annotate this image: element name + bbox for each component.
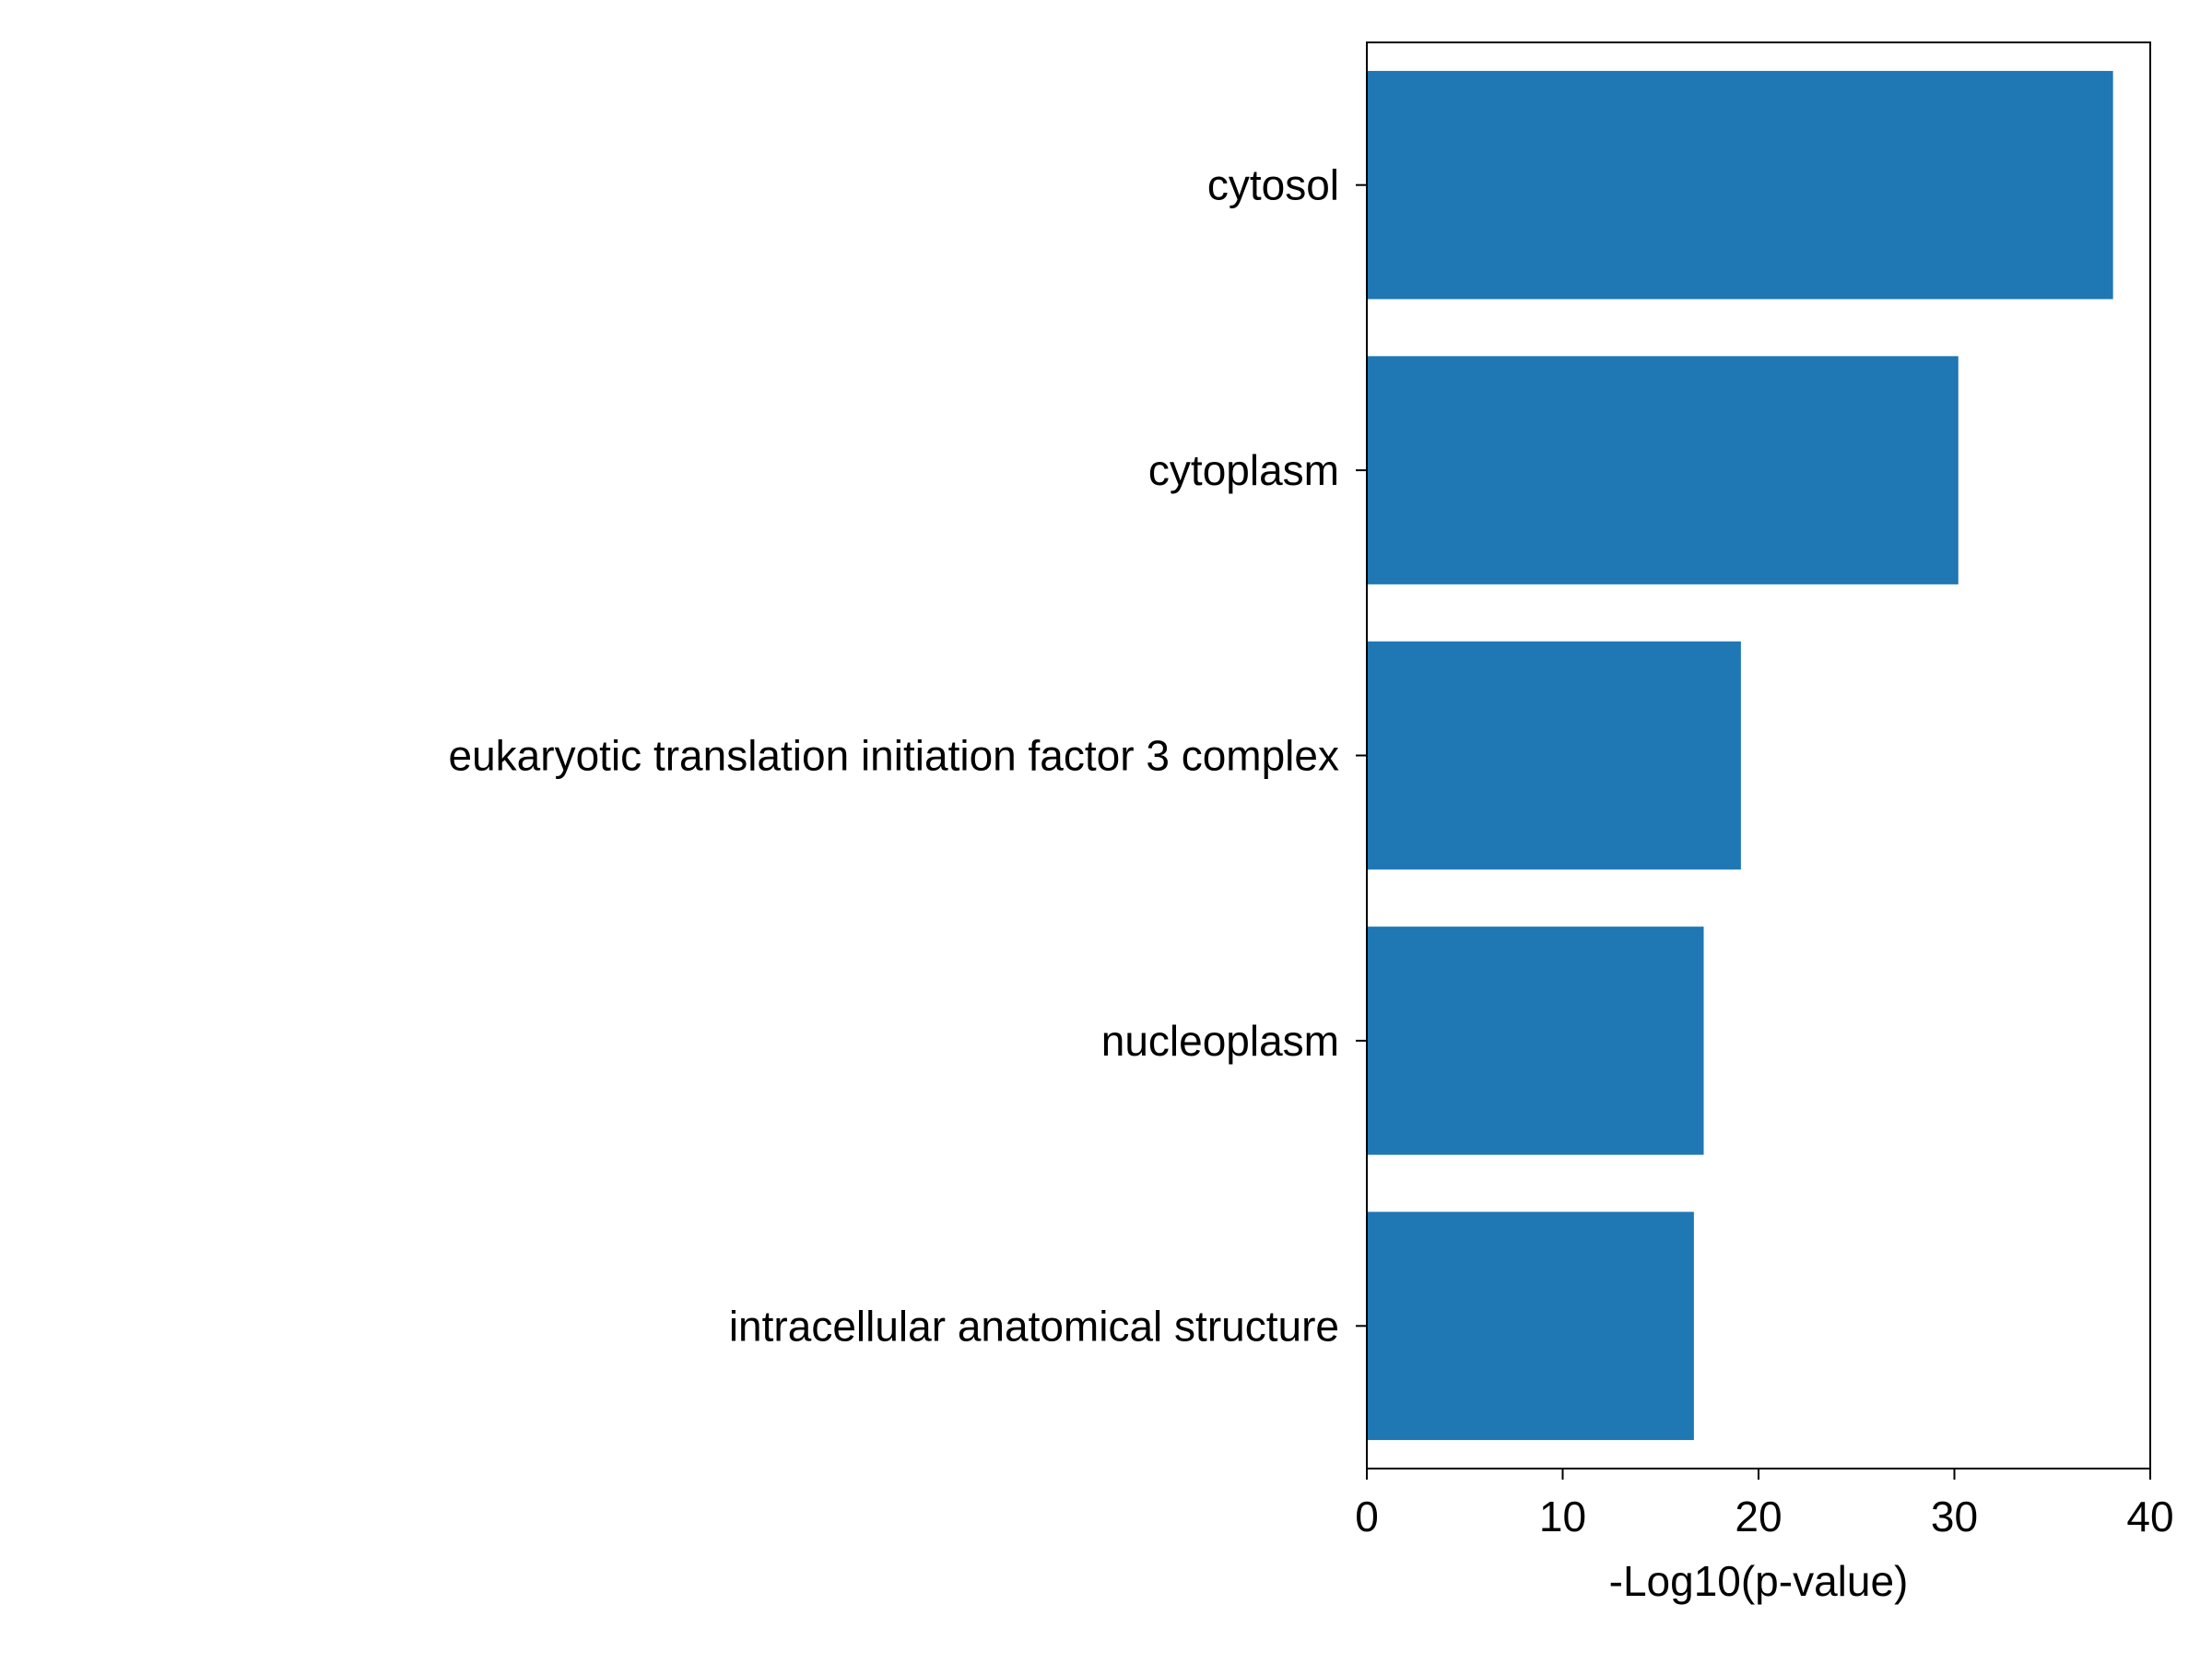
x-tick-label-2: 20 [1735, 1493, 1782, 1540]
bar-0 [1367, 70, 2113, 300]
bars-group [1367, 70, 2113, 1441]
y-tick-label-2: eukaryotic translation initiation factor… [449, 732, 1339, 780]
y-tick-label-1: cytoplasm [1148, 446, 1339, 494]
x-tick-label-0: 0 [1355, 1493, 1379, 1540]
bar-3 [1367, 926, 1704, 1155]
x-tick-label-1: 10 [1539, 1493, 1586, 1540]
x-tick-label-3: 30 [1931, 1493, 1978, 1540]
y-tick-label-0: cytosol [1207, 161, 1339, 209]
y-tick-label-4: intracellular anatomical structure [729, 1302, 1339, 1350]
bar-2 [1367, 641, 1741, 870]
bar-1 [1367, 356, 1959, 584]
y-tick-label-3: nucleoplasm [1101, 1017, 1339, 1065]
x-axis-label: -Log10(p-value) [1609, 1557, 1909, 1605]
y-axis: cytosol cytoplasm eukaryotic translation i… [449, 161, 1367, 1350]
x-axis: 0 10 20 30 40 [1355, 1469, 2174, 1540]
x-tick-label-4: 40 [2126, 1493, 2173, 1540]
bar-4 [1367, 1211, 1694, 1441]
